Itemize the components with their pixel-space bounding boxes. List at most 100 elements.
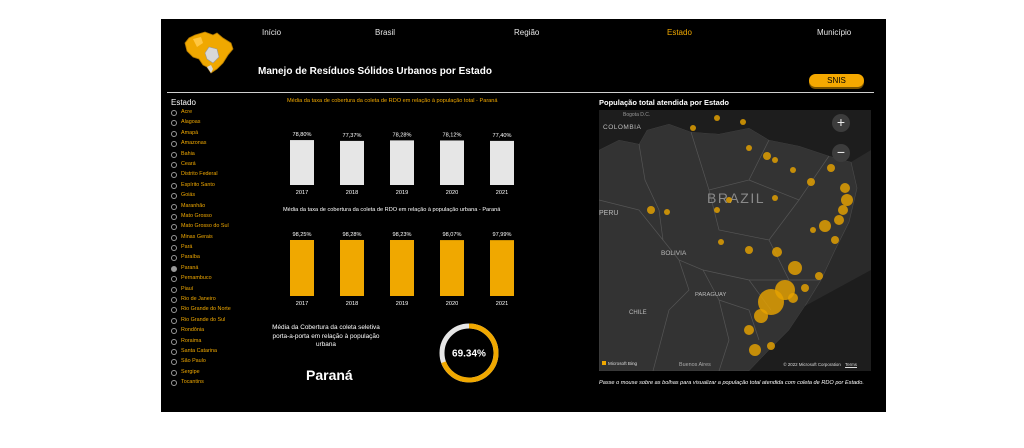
- radio-icon[interactable]: [171, 328, 177, 335]
- nav-brasil[interactable]: Brasil: [375, 28, 396, 37]
- x-tick-label: 2020: [446, 301, 458, 307]
- radio-icon[interactable]: [171, 297, 177, 304]
- state-option-label: Santa Catarina: [181, 347, 217, 354]
- population-bubble[interactable]: [819, 220, 831, 232]
- radio-icon[interactable]: [171, 213, 177, 220]
- radio-icon[interactable]: [171, 359, 177, 366]
- bar-value-label: 97,99%: [493, 232, 512, 238]
- radio-icon[interactable]: [171, 317, 177, 324]
- radio-icon[interactable]: [171, 203, 177, 210]
- bar[interactable]: [490, 240, 514, 296]
- population-bubble[interactable]: [664, 209, 670, 215]
- radio-icon[interactable]: [171, 380, 177, 387]
- population-bubble[interactable]: [758, 289, 784, 315]
- population-bubble[interactable]: [745, 246, 753, 254]
- bar[interactable]: [340, 140, 364, 185]
- population-bubble[interactable]: [746, 145, 752, 151]
- bar[interactable]: [490, 140, 514, 185]
- population-bubble[interactable]: [767, 342, 775, 350]
- brazil-map-logo: [184, 31, 234, 74]
- map-label-buenos-aires: Buenos Aires: [679, 362, 711, 368]
- zoom-in-button[interactable]: +: [832, 114, 850, 132]
- state-option-label: Paraíba: [181, 254, 200, 261]
- population-bubble[interactable]: [827, 164, 835, 172]
- population-bubble[interactable]: [790, 167, 796, 173]
- population-bubble[interactable]: [810, 227, 816, 233]
- population-bubble[interactable]: [744, 325, 754, 335]
- radio-icon[interactable]: [171, 193, 177, 200]
- radio-icon[interactable]: [171, 255, 177, 262]
- population-bubble[interactable]: [754, 309, 768, 323]
- population-bubble[interactable]: [726, 197, 732, 203]
- map-label-paraguay: PARAGUAY: [695, 292, 727, 298]
- population-bubble[interactable]: [714, 207, 720, 213]
- radio-icon[interactable]: [171, 161, 177, 168]
- coleta-seletiva-label: Média da Cobertura da coleta seletiva po…: [272, 324, 380, 349]
- population-map[interactable]: COLOMBIA Bogota D.C. BRAZIL PERU BOLIVIA…: [599, 110, 871, 371]
- nav-municipio[interactable]: Município: [817, 28, 852, 37]
- nav-regiao[interactable]: Região: [514, 28, 540, 37]
- population-bubble[interactable]: [838, 205, 848, 215]
- radio-icon[interactable]: [171, 120, 177, 127]
- bar[interactable]: [440, 140, 464, 185]
- radio-icon[interactable]: [171, 369, 177, 376]
- radio-icon[interactable]: [171, 234, 177, 241]
- map-label-peru: PERU: [599, 210, 619, 217]
- bar-value-label: 78,80%: [293, 132, 312, 138]
- bar[interactable]: [290, 140, 314, 185]
- radio-icon[interactable]: [171, 265, 177, 272]
- population-bubble[interactable]: [740, 119, 746, 125]
- bar[interactable]: [290, 239, 314, 296]
- radio-icon[interactable]: [171, 224, 177, 231]
- population-bubble[interactable]: [647, 206, 655, 214]
- population-bubble[interactable]: [834, 215, 844, 225]
- header-divider: [167, 92, 874, 93]
- snis-button[interactable]: SNIS: [809, 74, 864, 87]
- nav-estado[interactable]: Estado: [667, 28, 692, 37]
- radio-icon[interactable]: [171, 110, 177, 116]
- bar[interactable]: [390, 240, 414, 296]
- population-bubble[interactable]: [841, 194, 853, 206]
- population-bubble[interactable]: [772, 195, 778, 201]
- population-bubble[interactable]: [763, 152, 771, 160]
- state-option-label: Paraná: [181, 264, 199, 271]
- population-bubble[interactable]: [831, 236, 839, 244]
- population-bubble[interactable]: [788, 261, 802, 275]
- population-bubble[interactable]: [801, 284, 809, 292]
- bar[interactable]: [390, 140, 414, 185]
- radio-icon[interactable]: [171, 130, 177, 137]
- radio-icon[interactable]: [171, 141, 177, 148]
- population-bubble[interactable]: [807, 178, 815, 186]
- bar-value-label: 98,07%: [443, 232, 462, 238]
- population-bubble[interactable]: [690, 125, 696, 131]
- population-bubble[interactable]: [718, 239, 724, 245]
- population-bubble[interactable]: [714, 115, 720, 121]
- radio-icon[interactable]: [171, 286, 177, 293]
- state-slicer-title: Estado: [171, 98, 196, 107]
- radio-icon[interactable]: [171, 307, 177, 314]
- population-bubble[interactable]: [840, 183, 850, 193]
- population-bubble[interactable]: [815, 272, 823, 280]
- x-tick-label: 2018: [346, 190, 358, 196]
- radio-icon[interactable]: [171, 245, 177, 252]
- bar[interactable]: [340, 239, 364, 296]
- radio-icon[interactable]: [171, 172, 177, 179]
- bing-logo: Microsoft Bing: [602, 361, 637, 366]
- x-tick-label: 2019: [396, 190, 408, 196]
- radio-icon[interactable]: [171, 182, 177, 189]
- population-bubble[interactable]: [788, 293, 798, 303]
- chart-urbana: 98,25% 2017 98,28% 2018 98,23% 2019 98,07% 2020…: [290, 232, 514, 307]
- population-bubble[interactable]: [772, 157, 778, 163]
- population-bubble[interactable]: [772, 247, 782, 257]
- map-terms-link[interactable]: Terms: [845, 362, 857, 367]
- bing-text: Microsoft Bing: [608, 361, 638, 366]
- radio-icon[interactable]: [171, 151, 177, 158]
- nav-inicio[interactable]: Início: [262, 28, 282, 37]
- zoom-out-button[interactable]: −: [832, 144, 850, 162]
- radio-icon[interactable]: [171, 338, 177, 345]
- radio-icon[interactable]: [171, 276, 177, 283]
- radio-icon[interactable]: [171, 348, 177, 355]
- state-option-label: Amapá: [181, 129, 199, 136]
- population-bubble[interactable]: [749, 344, 761, 356]
- bar[interactable]: [440, 240, 464, 296]
